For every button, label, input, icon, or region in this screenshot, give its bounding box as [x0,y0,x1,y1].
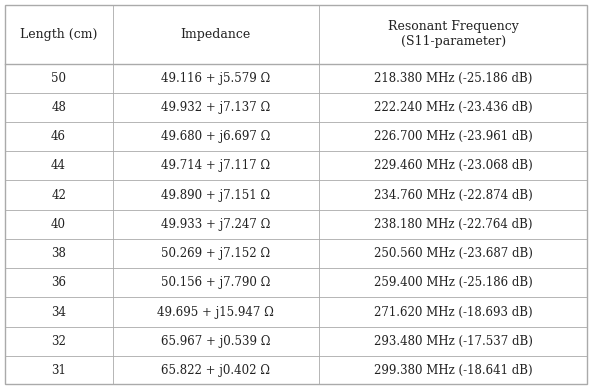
Text: 234.760 MHz (-22.874 dB): 234.760 MHz (-22.874 dB) [374,189,533,202]
Text: 65.967 + j0.539 Ω: 65.967 + j0.539 Ω [161,335,271,348]
Text: 49.933 + j7.247 Ω: 49.933 + j7.247 Ω [161,218,271,231]
Text: 238.180 MHz (-22.764 dB): 238.180 MHz (-22.764 dB) [374,218,533,231]
Text: 250.560 MHz (-23.687 dB): 250.560 MHz (-23.687 dB) [374,247,533,260]
Text: 50: 50 [51,72,66,85]
Text: 50.156 + j7.790 Ω: 50.156 + j7.790 Ω [161,276,271,289]
Text: 229.460 MHz (-23.068 dB): 229.460 MHz (-23.068 dB) [374,159,533,172]
Text: 49.890 + j7.151 Ω: 49.890 + j7.151 Ω [162,189,271,202]
Text: 32: 32 [51,335,66,348]
Text: 31: 31 [51,364,66,377]
Text: 218.380 MHz (-25.186 dB): 218.380 MHz (-25.186 dB) [374,72,532,85]
Text: 44: 44 [51,159,66,172]
Text: 48: 48 [51,101,66,114]
Text: 40: 40 [51,218,66,231]
Text: 49.695 + j15.947 Ω: 49.695 + j15.947 Ω [157,305,274,319]
Text: 226.700 MHz (-23.961 dB): 226.700 MHz (-23.961 dB) [374,130,533,143]
Text: 65.822 + j0.402 Ω: 65.822 + j0.402 Ω [162,364,271,377]
Text: 293.480 MHz (-17.537 dB): 293.480 MHz (-17.537 dB) [374,335,533,348]
Text: 46: 46 [51,130,66,143]
Text: Resonant Frequency
(S11-parameter): Resonant Frequency (S11-parameter) [388,20,519,48]
Text: 42: 42 [51,189,66,202]
Text: Length (cm): Length (cm) [20,28,97,40]
Text: 49.714 + j7.117 Ω: 49.714 + j7.117 Ω [162,159,271,172]
Text: 38: 38 [51,247,66,260]
Text: 49.932 + j7.137 Ω: 49.932 + j7.137 Ω [161,101,271,114]
Text: 34: 34 [51,305,66,319]
Text: Impedance: Impedance [181,28,251,40]
Text: 50.269 + j7.152 Ω: 50.269 + j7.152 Ω [162,247,271,260]
Text: 36: 36 [51,276,66,289]
Text: 271.620 MHz (-18.693 dB): 271.620 MHz (-18.693 dB) [374,305,533,319]
Text: 299.380 MHz (-18.641 dB): 299.380 MHz (-18.641 dB) [374,364,533,377]
Text: 259.400 MHz (-25.186 dB): 259.400 MHz (-25.186 dB) [374,276,533,289]
Text: 222.240 MHz (-23.436 dB): 222.240 MHz (-23.436 dB) [374,101,533,114]
Text: 49.680 + j6.697 Ω: 49.680 + j6.697 Ω [161,130,271,143]
Text: 49.116 + j5.579 Ω: 49.116 + j5.579 Ω [161,72,271,85]
